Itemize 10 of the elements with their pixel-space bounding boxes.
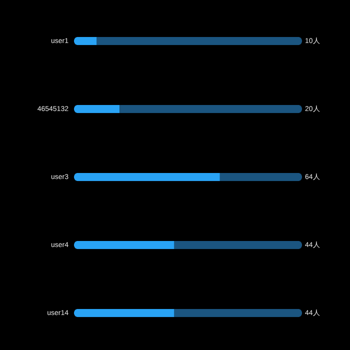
bar bbox=[174, 240, 302, 250]
bar bbox=[74, 308, 174, 318]
bar bbox=[74, 172, 220, 182]
bar bbox=[220, 172, 302, 182]
bar bbox=[74, 36, 97, 46]
bar bbox=[120, 104, 302, 114]
bar bbox=[74, 104, 120, 114]
bar bbox=[74, 240, 174, 250]
bar bbox=[174, 308, 302, 318]
bar bbox=[96, 36, 302, 46]
